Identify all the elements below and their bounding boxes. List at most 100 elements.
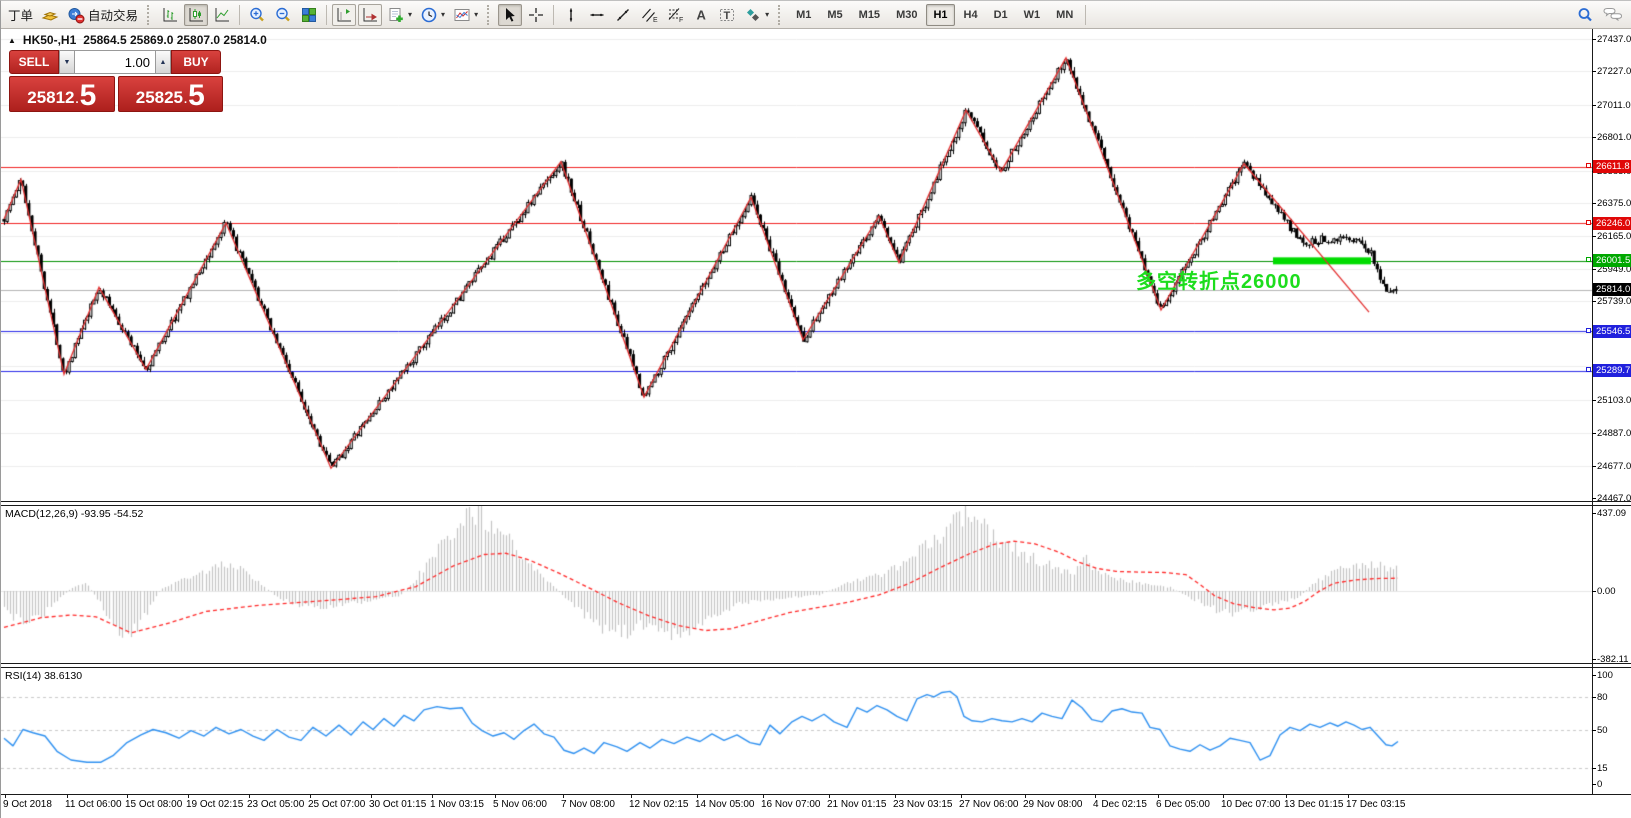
bar-chart-icon bbox=[161, 6, 179, 24]
new-chart-icon bbox=[387, 6, 405, 24]
autotrading-button[interactable]: 自动交易 bbox=[64, 4, 141, 26]
time-axis-tick-icon bbox=[371, 795, 372, 798]
time-axis-label: 30 Oct 01:15 bbox=[369, 799, 427, 810]
time-axis-label: 1 Nov 03:15 bbox=[430, 799, 484, 810]
sell-price-main: 25812 bbox=[27, 88, 75, 108]
vertical-line-button[interactable] bbox=[559, 4, 583, 26]
dropdown-caret-icon: ▾ bbox=[408, 9, 413, 19]
search-button[interactable] bbox=[1573, 4, 1597, 26]
time-axis-label: 9 Oct 2018 bbox=[3, 799, 52, 810]
time-axis-label: 25 Oct 07:00 bbox=[308, 799, 366, 810]
toolbar: 丁单 自动交易 ▾ ▾ ▾ E F A T ▾ M1 M5 M15 M30 H1 H4 D1… bbox=[1, 1, 1631, 29]
trendline-icon bbox=[614, 6, 632, 24]
bar-chart-button[interactable] bbox=[158, 4, 182, 26]
tile-windows-button[interactable] bbox=[297, 4, 321, 26]
fibonacci-button[interactable]: F bbox=[663, 4, 687, 26]
timeframe-m15[interactable]: M15 bbox=[858, 8, 881, 21]
timeframe-h1[interactable]: H1 bbox=[926, 3, 955, 26]
cursor-button[interactable] bbox=[498, 3, 523, 26]
zoom-out-icon bbox=[274, 6, 292, 24]
time-axis-tick-icon bbox=[1286, 795, 1287, 798]
toolbar-separator bbox=[239, 4, 241, 25]
timeframe-d1[interactable]: D1 bbox=[993, 8, 1008, 21]
time-axis-tick-icon bbox=[1158, 795, 1159, 798]
time-axis-tick-icon bbox=[432, 795, 433, 798]
macd-canvas[interactable] bbox=[1, 506, 1592, 663]
price-axis-tick: 27227.0 bbox=[1591, 66, 1631, 78]
sell-price-button[interactable]: 25812 . 5 bbox=[9, 76, 115, 112]
time-axis-label: 17 Dec 03:15 bbox=[1346, 799, 1406, 810]
arrows-button[interactable]: ▾ bbox=[741, 4, 772, 26]
timeframe-mn[interactable]: MN bbox=[1056, 8, 1074, 21]
new-chart-button[interactable]: ▾ bbox=[384, 4, 415, 26]
time-axis-label: 12 Nov 02:15 bbox=[629, 799, 689, 810]
macd-axis-tick: -382.11 bbox=[1592, 654, 1629, 665]
volume-increase-button[interactable]: ▲ bbox=[155, 50, 171, 74]
time-axis-label: 11 Oct 06:00 bbox=[65, 799, 122, 810]
symbol-period-label: HK50-,H1 bbox=[22, 33, 77, 47]
chart-template-icon bbox=[453, 6, 471, 24]
timeframe-m30[interactable]: M30 bbox=[896, 8, 918, 21]
crosshair-button[interactable] bbox=[524, 4, 548, 26]
bid-price-badge: 25814.0 bbox=[1593, 283, 1631, 297]
periods-clock-icon bbox=[420, 6, 438, 24]
buy-price-button[interactable]: 25825 . 5 bbox=[117, 76, 223, 112]
buy-button[interactable]: BUY bbox=[171, 50, 221, 74]
timeframe-m1[interactable]: M1 bbox=[796, 8, 812, 21]
toolbar-grip bbox=[778, 4, 783, 25]
pane-separator[interactable] bbox=[1, 663, 1631, 668]
vertical-line-icon bbox=[562, 6, 580, 24]
line-chart-button[interactable] bbox=[210, 4, 234, 26]
price-axis-tick: 24887.0 bbox=[1591, 428, 1631, 440]
time-axis-label: 29 Nov 08:00 bbox=[1023, 799, 1083, 810]
rsi-axis-tick: 0 bbox=[1591, 779, 1603, 790]
svg-text:E: E bbox=[653, 17, 658, 24]
collapse-panel-icon[interactable]: ▲ bbox=[8, 35, 16, 45]
price-level-badge: 25289.7 bbox=[1586, 364, 1631, 378]
level-anchor-icon bbox=[1586, 327, 1591, 333]
price-axis-tick: 26801.0 bbox=[1591, 132, 1631, 144]
volume-decrease-button[interactable]: ▼ bbox=[59, 50, 75, 74]
text-button[interactable]: A bbox=[689, 4, 713, 26]
text-label-button[interactable]: T bbox=[715, 4, 739, 26]
rsi-axis-tick: 50 bbox=[1592, 724, 1608, 736]
crosshair-icon bbox=[527, 6, 545, 24]
time-axis-label: 27 Nov 06:00 bbox=[959, 799, 1019, 810]
zoom-in-button[interactable] bbox=[245, 4, 269, 26]
periods-button[interactable]: ▾ bbox=[417, 4, 448, 26]
zoom-out-button[interactable] bbox=[271, 4, 295, 26]
sell-price-dot: . bbox=[75, 93, 79, 106]
chart-shift-button[interactable] bbox=[332, 3, 357, 26]
pane-separator[interactable] bbox=[1, 501, 1631, 506]
time-axis-tick-icon bbox=[763, 795, 764, 798]
toolbar-separator bbox=[553, 4, 555, 25]
timeframe-h4[interactable]: H4 bbox=[963, 8, 978, 21]
candlestick-chart-button[interactable] bbox=[184, 3, 209, 26]
timeframe-w1[interactable]: W1 bbox=[1023, 8, 1041, 21]
price-level-badge: 26001.5 bbox=[1586, 254, 1631, 268]
volume-input[interactable]: 1.00 bbox=[75, 50, 155, 74]
price-axis-tick: 26375.0 bbox=[1591, 198, 1631, 210]
equidistant-channel-button[interactable]: E bbox=[637, 4, 661, 26]
sell-button[interactable]: SELL bbox=[9, 50, 59, 74]
trendline-button[interactable] bbox=[611, 4, 635, 26]
time-axis-label: 19 Oct 02:15 bbox=[186, 799, 244, 810]
rsi-canvas[interactable] bbox=[1, 668, 1592, 794]
templates-button[interactable]: ▾ bbox=[450, 4, 481, 26]
timeframe-m5[interactable]: M5 bbox=[827, 8, 843, 21]
toolbar-grip bbox=[487, 4, 492, 25]
time-axis-tick-icon bbox=[1025, 795, 1026, 798]
macd-axis-tick: 0.00 bbox=[1592, 586, 1616, 597]
rsi-axis-tick: 80 bbox=[1592, 691, 1608, 703]
buy-price-frac: 5 bbox=[188, 79, 205, 112]
chart-annotation-text[interactable]: 多空转折点26000 bbox=[1136, 271, 1302, 293]
gold-icon-button[interactable] bbox=[38, 4, 62, 26]
auto-scroll-button[interactable] bbox=[358, 3, 383, 26]
new-order-button[interactable]: 丁单 bbox=[5, 4, 36, 26]
chat-button[interactable] bbox=[1599, 4, 1627, 26]
horizontal-line-button[interactable] bbox=[585, 4, 609, 26]
new-order-label: 丁单 bbox=[8, 9, 34, 23]
price-chart-canvas[interactable] bbox=[1, 29, 1592, 501]
zoom-in-icon bbox=[248, 6, 266, 24]
